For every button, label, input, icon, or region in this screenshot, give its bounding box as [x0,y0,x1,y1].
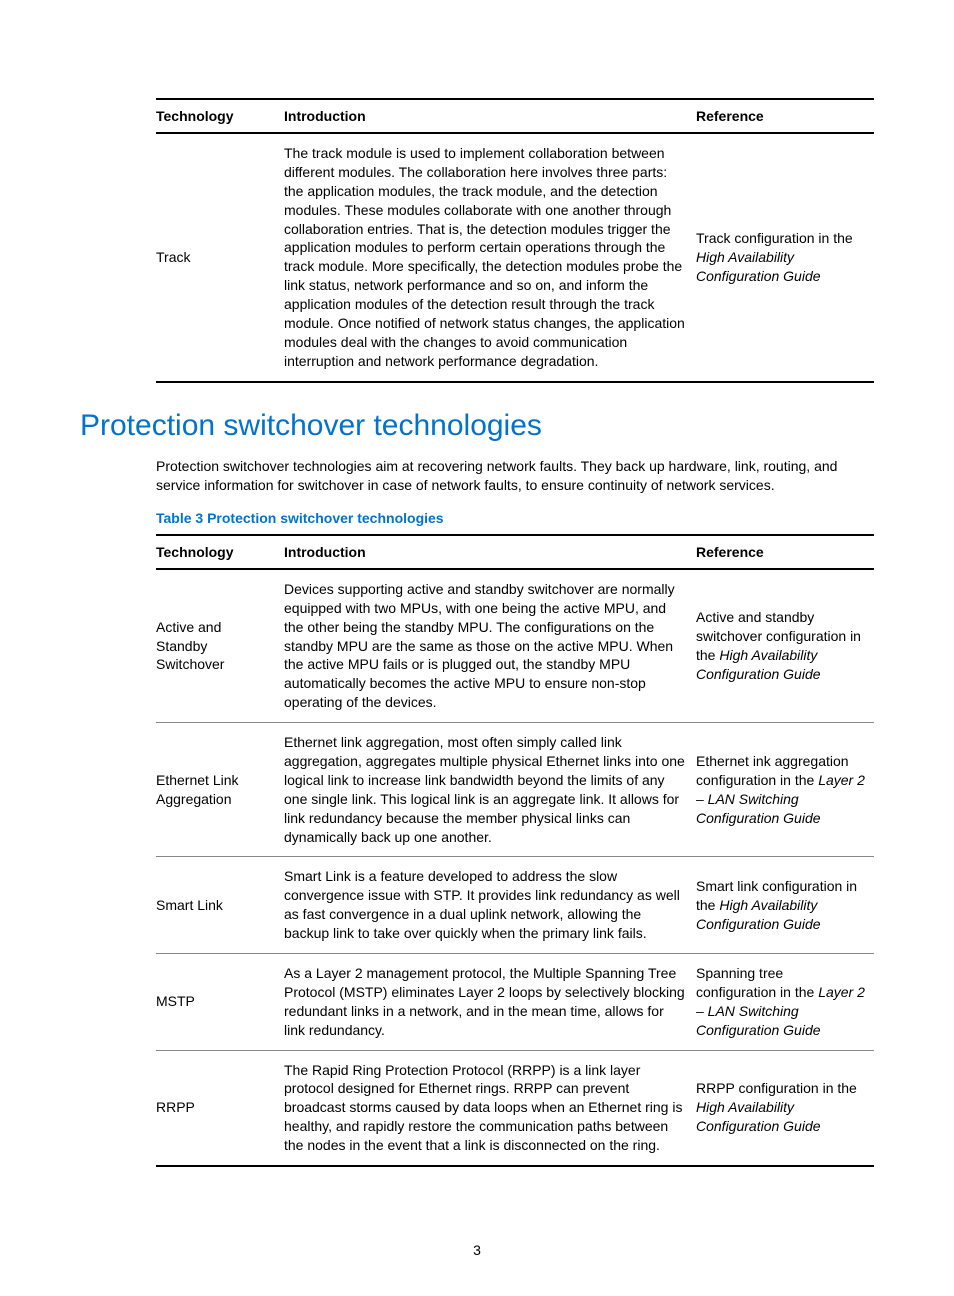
table-header-row: Technology Introduction Reference [156,535,874,569]
table2-body: Active and Standby SwitchoverDevices sup… [156,569,874,1166]
cell-technology: RRPP [156,1050,284,1166]
table1-body: TrackThe track module is used to impleme… [156,133,874,382]
header-reference: Reference [696,99,874,133]
header-introduction: Introduction [284,99,696,133]
cell-technology: Smart Link [156,857,284,954]
cell-introduction: The track module is used to implement co… [284,133,696,382]
cell-introduction: Ethernet link aggregation, most often si… [284,723,696,857]
reference-title: High Availability Configuration Guide [696,897,821,932]
table-row: MSTPAs a Layer 2 management protocol, th… [156,954,874,1051]
table-row: TrackThe track module is used to impleme… [156,133,874,382]
cell-technology: MSTP [156,954,284,1051]
header-introduction: Introduction [284,535,696,569]
intro-paragraph: Protection switchover technologies aim a… [80,457,874,496]
cell-introduction: As a Layer 2 management protocol, the Mu… [284,954,696,1051]
cell-technology: Active and Standby Switchover [156,569,284,723]
cell-reference: Track configuration in the High Availabi… [696,133,874,382]
table-row: RRPPThe Rapid Ring Protection Protocol (… [156,1050,874,1166]
table-caption: Table 3 Protection switchover technologi… [80,510,874,526]
cell-technology: Ethernet Link Aggregation [156,723,284,857]
reference-title: Layer 2 – LAN Switching Configuration Gu… [696,772,865,826]
section-heading: Protection switchover technologies [80,409,874,443]
reference-title: High Availability Configuration Guide [696,647,821,682]
cell-reference: RRPP configuration in the High Availabil… [696,1050,874,1166]
table-row: Smart LinkSmart Link is a feature develo… [156,857,874,954]
reference-title: High Availability Configuration Guide [696,1099,821,1134]
page-number: 3 [0,1242,954,1258]
table-row: Active and Standby SwitchoverDevices sup… [156,569,874,723]
table-row: Ethernet Link AggregationEthernet link a… [156,723,874,857]
header-technology: Technology [156,535,284,569]
cell-reference: Smart link configuration in the High Ava… [696,857,874,954]
header-technology: Technology [156,99,284,133]
header-reference: Reference [696,535,874,569]
cell-introduction: The Rapid Ring Protection Protocol (RRPP… [284,1050,696,1166]
reference-title: Layer 2 – LAN Switching Configuration Gu… [696,984,865,1038]
table-header-row: Technology Introduction Reference [156,99,874,133]
cell-reference: Ethernet ink aggregation configuration i… [696,723,874,857]
document-page: Technology Introduction Reference TrackT… [0,0,954,1296]
cell-introduction: Devices supporting active and standby sw… [284,569,696,723]
cell-reference: Spanning tree configuration in the Layer… [696,954,874,1051]
cell-reference: Active and standby switchover configurat… [696,569,874,723]
technology-table-2: Technology Introduction Reference Active… [156,534,874,1167]
technology-table-1: Technology Introduction Reference TrackT… [156,98,874,383]
cell-technology: Track [156,133,284,382]
cell-introduction: Smart Link is a feature developed to add… [284,857,696,954]
reference-title: High Availability Configuration Guide [696,249,821,284]
